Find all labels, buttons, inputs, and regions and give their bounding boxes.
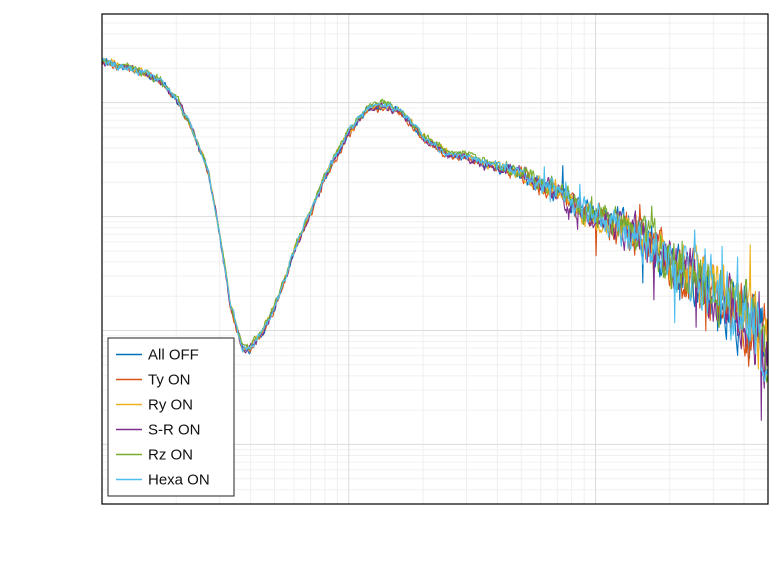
legend-label-rz_on: Rz ON <box>148 447 193 464</box>
legend-label-ty_on: Ty ON <box>148 372 191 389</box>
series-ry_on <box>102 59 768 369</box>
legend: All OFF Ty ON Ry ON S-R ON Rz ON Hexa ON <box>108 338 234 496</box>
line-chart: All OFF Ty ON Ry ON S-R ON Rz ON Hexa ON <box>0 0 780 563</box>
chart-container: All OFF Ty ON Ry ON S-R ON Rz ON Hexa ON <box>0 0 780 563</box>
legend-label-all_off: All OFF <box>148 347 199 364</box>
series-rz_on <box>102 59 768 382</box>
legend-label-hexa_on: Hexa ON <box>148 472 210 489</box>
series-ty_on <box>102 61 768 367</box>
series-hexa_on <box>102 58 768 381</box>
legend-label-sr_on: S-R ON <box>148 422 201 439</box>
legend-label-ry_on: Ry ON <box>148 397 193 414</box>
series-all_off <box>102 59 768 363</box>
